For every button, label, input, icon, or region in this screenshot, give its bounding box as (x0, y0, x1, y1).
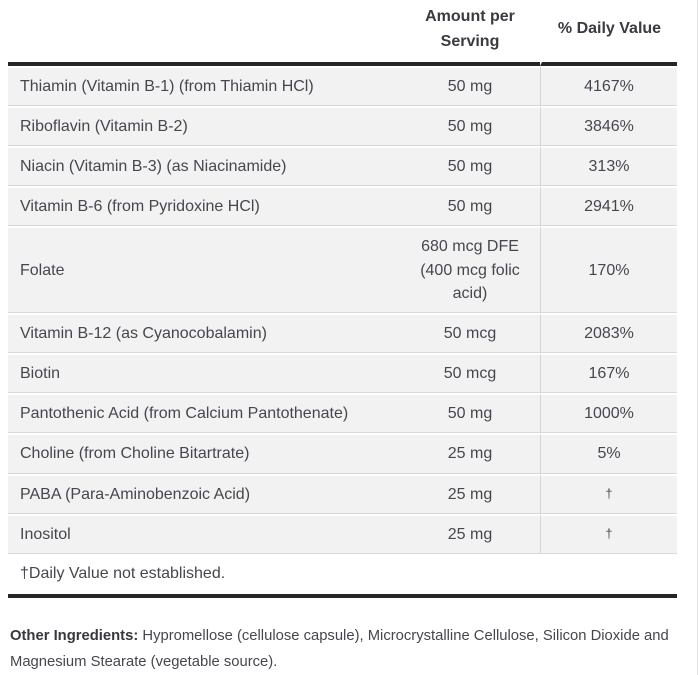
ingredient-name-cell: Folate (8, 226, 400, 313)
other-ingredients-label: Other Ingredients: (10, 628, 139, 645)
daily-value-cell: 313% (540, 145, 677, 187)
table-row: Vitamin B-12 (as Cyanocobalamin) 50 mcg … (8, 312, 677, 354)
ingredient-name-cell: Niacin (Vitamin B-3) (as Niacinamide) (8, 145, 400, 187)
table-row: Riboflavin (Vitamin B-2) 50 mg 3846% (8, 105, 677, 146)
header-amount-per-serving: Amount per Serving (400, 0, 540, 66)
amount-per-serving-cell: 50 mg (400, 145, 540, 187)
table-row: Thiamin (Vitamin B-1) (from Thiamin HCl)… (8, 65, 677, 106)
amount-per-serving-cell: 50 mg (400, 105, 540, 146)
daily-value-cell: 4167% (540, 65, 677, 106)
table-row: PABA (Para-Aminobenzoic Acid) 25 mg † (8, 473, 677, 514)
amount-per-serving-cell: 25 mg (400, 473, 540, 514)
table-row: Folate 680 mcg DFE (400 mcg folic acid) … (8, 226, 677, 313)
amount-per-serving-cell: 50 mg (400, 186, 540, 227)
amount-per-serving-cell: 50 mg (400, 393, 540, 434)
amount-per-serving-cell: 25 mg (400, 433, 540, 474)
daily-value-cell: 170% (540, 226, 677, 313)
daily-value-cell: † (540, 513, 677, 555)
table-row: Vitamin B-6 (from Pyridoxine HCl) 50 mg … (8, 186, 677, 227)
daily-value-footnote: †Daily Value not established. (8, 554, 677, 599)
table-row: Choline (from Choline Bitartrate) 25 mg … (8, 433, 677, 474)
table-body: Thiamin (Vitamin B-1) (from Thiamin HCl)… (8, 65, 677, 555)
header-daily-value: % Daily Value (540, 0, 677, 66)
table-row: Pantothenic Acid (from Calcium Pantothen… (8, 393, 677, 434)
header-row: Amount per Serving % Daily Value (8, 0, 677, 66)
supplement-facts-table: Amount per Serving % Daily Value Thiamin… (8, 0, 677, 599)
ingredient-name-cell: Thiamin (Vitamin B-1) (from Thiamin HCl) (8, 65, 400, 106)
ingredient-name-cell: PABA (Para-Aminobenzoic Acid) (8, 473, 400, 514)
daily-value-cell: 5% (540, 433, 677, 474)
ingredient-name-cell: Choline (from Choline Bitartrate) (8, 433, 400, 474)
amount-per-serving-cell: 680 mcg DFE (400 mcg folic acid) (400, 226, 540, 313)
amount-per-serving-cell: 50 mcg (400, 312, 540, 354)
daily-value-cell: 1000% (540, 393, 677, 434)
amount-per-serving-cell: 50 mg (400, 65, 540, 106)
header-ingredient-spacer (8, 0, 400, 66)
footnote-row: †Daily Value not established. (8, 554, 677, 599)
table-row: Niacin (Vitamin B-3) (as Niacinamide) 50… (8, 145, 677, 187)
daily-value-cell: 2941% (540, 186, 677, 227)
table-row: Biotin 50 mcg 167% (8, 353, 677, 394)
ingredient-name-cell: Pantothenic Acid (from Calcium Pantothen… (8, 393, 400, 434)
daily-value-cell: † (540, 473, 677, 514)
ingredient-name-cell: Biotin (8, 353, 400, 394)
table-row: Inositol 25 mg † (8, 513, 677, 555)
daily-value-cell: 3846% (540, 105, 677, 146)
daily-value-cell: 167% (540, 353, 677, 394)
daily-value-cell: 2083% (540, 312, 677, 354)
ingredient-name-cell: Vitamin B-6 (from Pyridoxine HCl) (8, 186, 400, 227)
ingredient-name-cell: Vitamin B-12 (as Cyanocobalamin) (8, 312, 400, 354)
ingredient-name-cell: Inositol (8, 513, 400, 555)
amount-per-serving-cell: 50 mcg (400, 353, 540, 394)
amount-per-serving-cell: 25 mg (400, 513, 540, 555)
ingredient-name-cell: Riboflavin (Vitamin B-2) (8, 105, 400, 146)
